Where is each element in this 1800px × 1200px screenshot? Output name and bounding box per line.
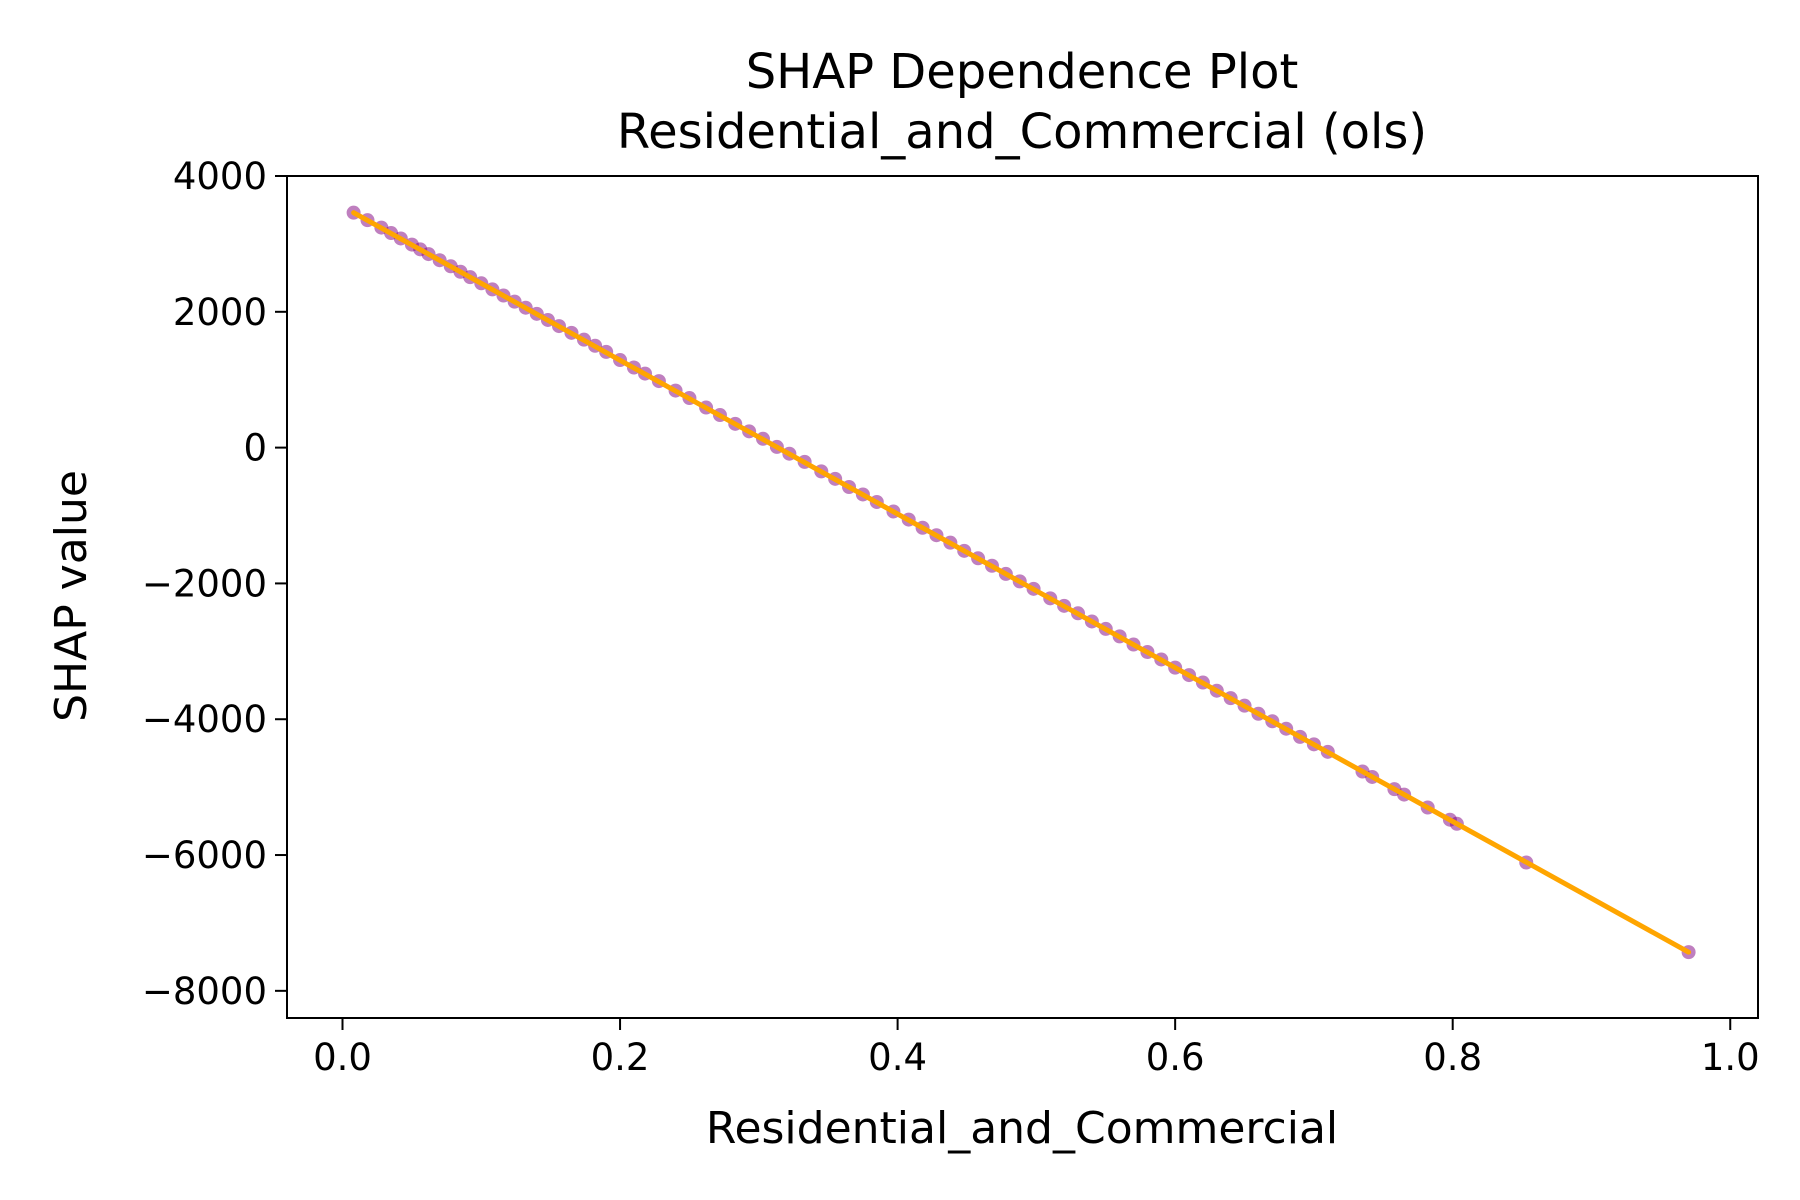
y-tick-label: −8000 [142,970,267,1013]
chart-subtitle: Residential_and_Commercial (ols) [617,104,1427,160]
y-axis-ticks: 4000 2000 0 −2000 −4000 −6000 −8000 [142,155,287,1013]
x-tick-label: 0.4 [868,1036,927,1079]
y-tick-label: −4000 [142,698,267,741]
y-tick-label: 0 [243,427,267,470]
y-axis-label: SHAP value [46,470,97,722]
x-tick-label: 0.6 [1146,1036,1205,1079]
y-tick-label: −6000 [142,834,267,877]
x-tick-label: 0.2 [591,1036,650,1079]
y-tick-label: 2000 [173,291,267,334]
y-tick-label: −2000 [142,562,267,605]
fit-line [351,210,1692,955]
x-tick-label: 0.8 [1423,1036,1482,1079]
axes-frame [286,175,1759,1019]
x-tick-label: 1.0 [1701,1036,1760,1079]
x-axis-ticks: 0.0 0.2 0.4 0.6 0.8 1.0 [313,1018,1760,1079]
x-tick-label: 0.0 [313,1036,372,1079]
chart-title: SHAP Dependence Plot [746,44,1299,100]
y-tick-label: 4000 [173,155,267,198]
x-axis-label: Residential_and_Commercial [706,1103,1338,1154]
plot-area [346,205,1696,960]
